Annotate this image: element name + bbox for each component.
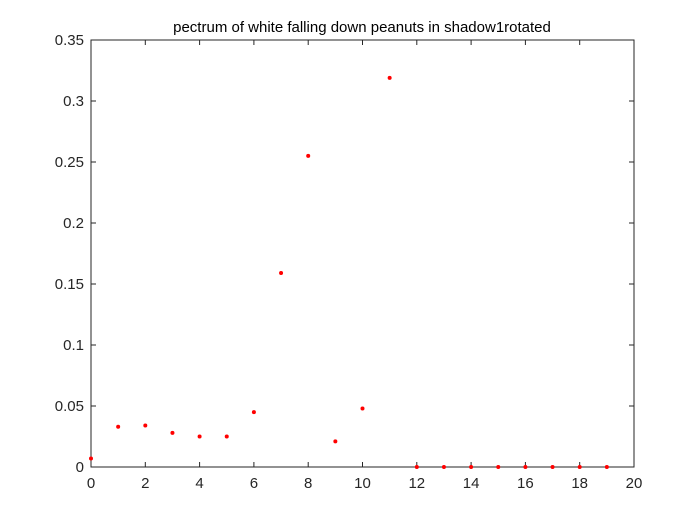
data-point xyxy=(496,465,501,469)
y-tick-label: 0.35 xyxy=(55,32,84,49)
data-point xyxy=(577,465,582,469)
data-point xyxy=(333,439,338,444)
data-point xyxy=(279,271,284,276)
y-tick-label: 0 xyxy=(76,459,84,476)
x-tick-label: 4 xyxy=(195,475,203,492)
data-point xyxy=(469,465,474,469)
data-point xyxy=(550,465,555,469)
data-point xyxy=(523,465,528,469)
plot-area xyxy=(90,39,635,468)
data-point xyxy=(116,424,121,429)
y-tick-label: 0.25 xyxy=(55,154,84,171)
x-tick-label: 20 xyxy=(626,475,643,492)
x-tick-label: 12 xyxy=(408,475,425,492)
data-point xyxy=(197,434,202,439)
x-tick-label: 0 xyxy=(87,475,95,492)
data-point xyxy=(387,75,392,80)
y-tick-label: 0.3 xyxy=(63,93,84,110)
data-point xyxy=(441,465,446,469)
data-point xyxy=(224,434,229,439)
y-tick-label: 0.05 xyxy=(55,398,84,415)
x-axis: 0 2 4 6 8 10 12 14 16 18 20 xyxy=(87,40,643,492)
y-tick-label: 0.1 xyxy=(63,337,84,354)
data-point xyxy=(170,430,175,435)
y-tick-label: 0.2 xyxy=(63,215,84,232)
y-axis: 0 0.05 0.1 0.15 0.2 0.25 0.3 0.35 xyxy=(55,32,634,476)
data-point xyxy=(604,465,609,469)
x-tick-label: 6 xyxy=(250,475,258,492)
x-tick-label: 18 xyxy=(571,475,588,492)
x-tick-label: 10 xyxy=(354,475,371,492)
data-point xyxy=(414,465,419,469)
x-tick-label: 8 xyxy=(304,475,312,492)
x-tick-label: 16 xyxy=(517,475,534,492)
data-point xyxy=(251,410,256,415)
x-tick-label: 2 xyxy=(141,475,149,492)
data-series xyxy=(89,75,609,469)
data-point xyxy=(306,153,311,158)
data-point xyxy=(360,406,365,411)
data-point xyxy=(143,423,148,428)
data-point xyxy=(89,456,93,461)
x-tick-label: 14 xyxy=(463,475,480,492)
chart-title: pectrum of white falling down peanuts in… xyxy=(173,19,551,36)
y-tick-label: 0.15 xyxy=(55,276,84,293)
